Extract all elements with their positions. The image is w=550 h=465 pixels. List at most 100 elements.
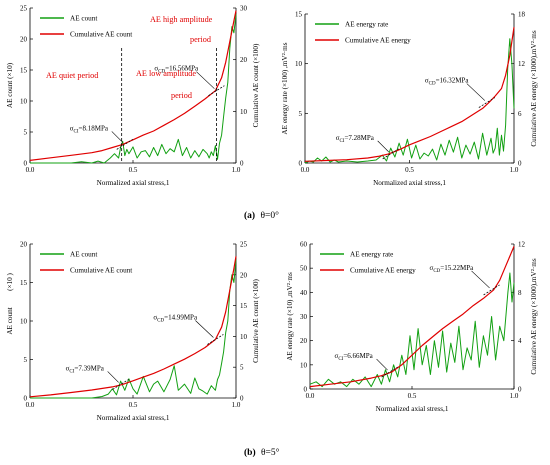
region-label-quiet: AE quiet period — [46, 71, 98, 80]
y-tick-label-left: 60 — [300, 241, 308, 249]
annotation-sigma-ci: σCI=7.28MPa — [336, 134, 375, 144]
annotation-sigma-cd: σCD=16.32MPa — [425, 77, 470, 87]
y-tick-label-right: 8 — [518, 289, 522, 297]
y-axis-label-left: AE count — [6, 307, 14, 334]
x-tick-label: 0.5 — [408, 392, 417, 400]
annotation-arrow — [111, 131, 123, 143]
y-tick-label-left: 20 — [20, 36, 28, 44]
y-tick-label-left: 0 — [299, 160, 303, 168]
region-label-low-period: period — [171, 91, 192, 100]
legend-entry: Cumulative AE energy — [345, 37, 411, 45]
x-tick-label: 1.0 — [510, 166, 519, 174]
series-line-green — [309, 272, 515, 388]
y-tick-label-right: 0 — [240, 160, 244, 168]
y-tick-label-left: 30 — [300, 313, 308, 321]
annotation-arrow — [376, 358, 388, 371]
region-label-high: AE high amplitude — [150, 15, 213, 24]
y-tick-label-right: 0 — [518, 160, 522, 168]
x-tick-label: 0.5 — [129, 166, 138, 174]
y-axis-label-left: AE energy rate (×100) ,mV²·ms — [281, 42, 289, 134]
series-line-green — [30, 14, 237, 164]
y-tick-label-left: 50 — [300, 265, 308, 273]
x-tick-label: 1.0 — [510, 392, 519, 400]
annotation-arrow — [471, 270, 490, 289]
y-tick-label-right: 12 — [518, 241, 526, 249]
y-tick-label-left: 25 — [20, 5, 28, 13]
y-tick-label-left: 5 — [24, 356, 28, 364]
legend-entry: AE energy rate — [345, 21, 388, 29]
y-tick-label-left: 10 — [300, 361, 308, 369]
y-tick-label-right: 20 — [240, 56, 248, 64]
caption-a-text: θ=0° — [260, 210, 279, 221]
y-axis-label-left: AE count (×10) — [6, 62, 14, 108]
series-line-red — [309, 246, 515, 388]
series-line-red — [29, 256, 237, 398]
y-tick-label-left: 15 — [20, 67, 28, 75]
y-tick-label-left: 10 — [20, 318, 28, 326]
y-tick-label-right: 10 — [240, 108, 248, 116]
y-tick-label-left: 5 — [24, 129, 28, 137]
annotation-sigma-cd: σCD=15.22MPa — [430, 264, 475, 274]
y-axis-label-left-extra: (×10 ) — [6, 272, 14, 290]
y-tick-label-left: 5 — [299, 110, 303, 118]
series-line-red — [29, 10, 237, 161]
x-tick-label: 0.0 — [26, 166, 35, 174]
x-axis-label: Normalized axial stress,1 — [373, 179, 446, 187]
legend-entry: Cumulative AE count — [70, 31, 132, 39]
tangent-dash — [112, 379, 129, 390]
caption-b-text: θ=5° — [261, 447, 280, 458]
y-tick-label-right: 18 — [518, 11, 526, 19]
y-axis-label-right: Cumulative AE energy (×1000),mV²·ms — [530, 30, 538, 146]
x-tick-label: 0.0 — [301, 166, 310, 174]
tangent-dash — [478, 97, 496, 108]
legend-entry: AE energy rate — [350, 251, 393, 259]
tangent-dash — [381, 366, 398, 378]
y-tick-label-left: 0 — [304, 386, 308, 394]
annotation-sigma-cd: σCD=16.56MPa — [154, 65, 199, 75]
tangent-dash — [116, 139, 133, 150]
y-tick-label-left: 15 — [295, 11, 303, 19]
tangent-dash — [207, 334, 224, 345]
x-tick-label: 0.5 — [129, 401, 138, 409]
y-tick-label-right: 10 — [240, 333, 248, 341]
y-axis-label-right: Cumulative AE count (×100) — [252, 279, 260, 363]
x-tick-label: 1.0 — [232, 401, 241, 409]
annotation-sigma-ci: σCI=8.18MPa — [70, 124, 109, 134]
x-tick-label: 0.0 — [26, 401, 35, 409]
caption-b: (b) θ=5° — [244, 447, 280, 458]
tangent-dash — [483, 284, 500, 296]
y-axis-label-right: Cumulative AE energy (×1000),mV²·ms — [530, 258, 538, 374]
annotation-sigma-ci: σCI=7.39MPa — [66, 364, 105, 374]
y-tick-label-left: 20 — [20, 241, 28, 249]
region-label-low: AE low amplitude — [136, 69, 196, 78]
x-axis-label: Normalized axial stress,1 — [97, 179, 170, 187]
y-tick-label-left: 40 — [300, 289, 308, 297]
y-tick-label-right: 5 — [240, 364, 244, 372]
caption-a: (a) θ=0° — [244, 210, 279, 221]
series-line-green — [304, 38, 515, 164]
legend-entry: AE count — [70, 15, 97, 23]
series-line-red — [304, 27, 515, 162]
caption-a-label: (a) — [244, 210, 255, 221]
annotation-arrow — [195, 320, 214, 338]
y-tick-label-right: 0 — [240, 395, 244, 403]
caption-b-label: (b) — [244, 447, 256, 458]
annotation-sigma-ci: σCI=6.66MPa — [335, 352, 374, 362]
tangent-dash — [208, 85, 225, 97]
annotation-arrow — [196, 71, 215, 89]
y-tick-label-left: 10 — [20, 98, 28, 106]
y-tick-label-left: 20 — [300, 337, 308, 345]
y-tick-label-right: 0 — [518, 386, 522, 394]
x-tick-label: 1.0 — [232, 166, 241, 174]
legend-entry: Cumulative AE energy — [350, 267, 416, 275]
y-tick-label-right: 12 — [518, 60, 526, 68]
y-tick-label-right: 20 — [240, 271, 248, 279]
y-tick-label-right: 6 — [518, 110, 522, 118]
y-tick-label-right: 30 — [240, 5, 248, 13]
y-tick-label-right: 25 — [240, 241, 248, 249]
